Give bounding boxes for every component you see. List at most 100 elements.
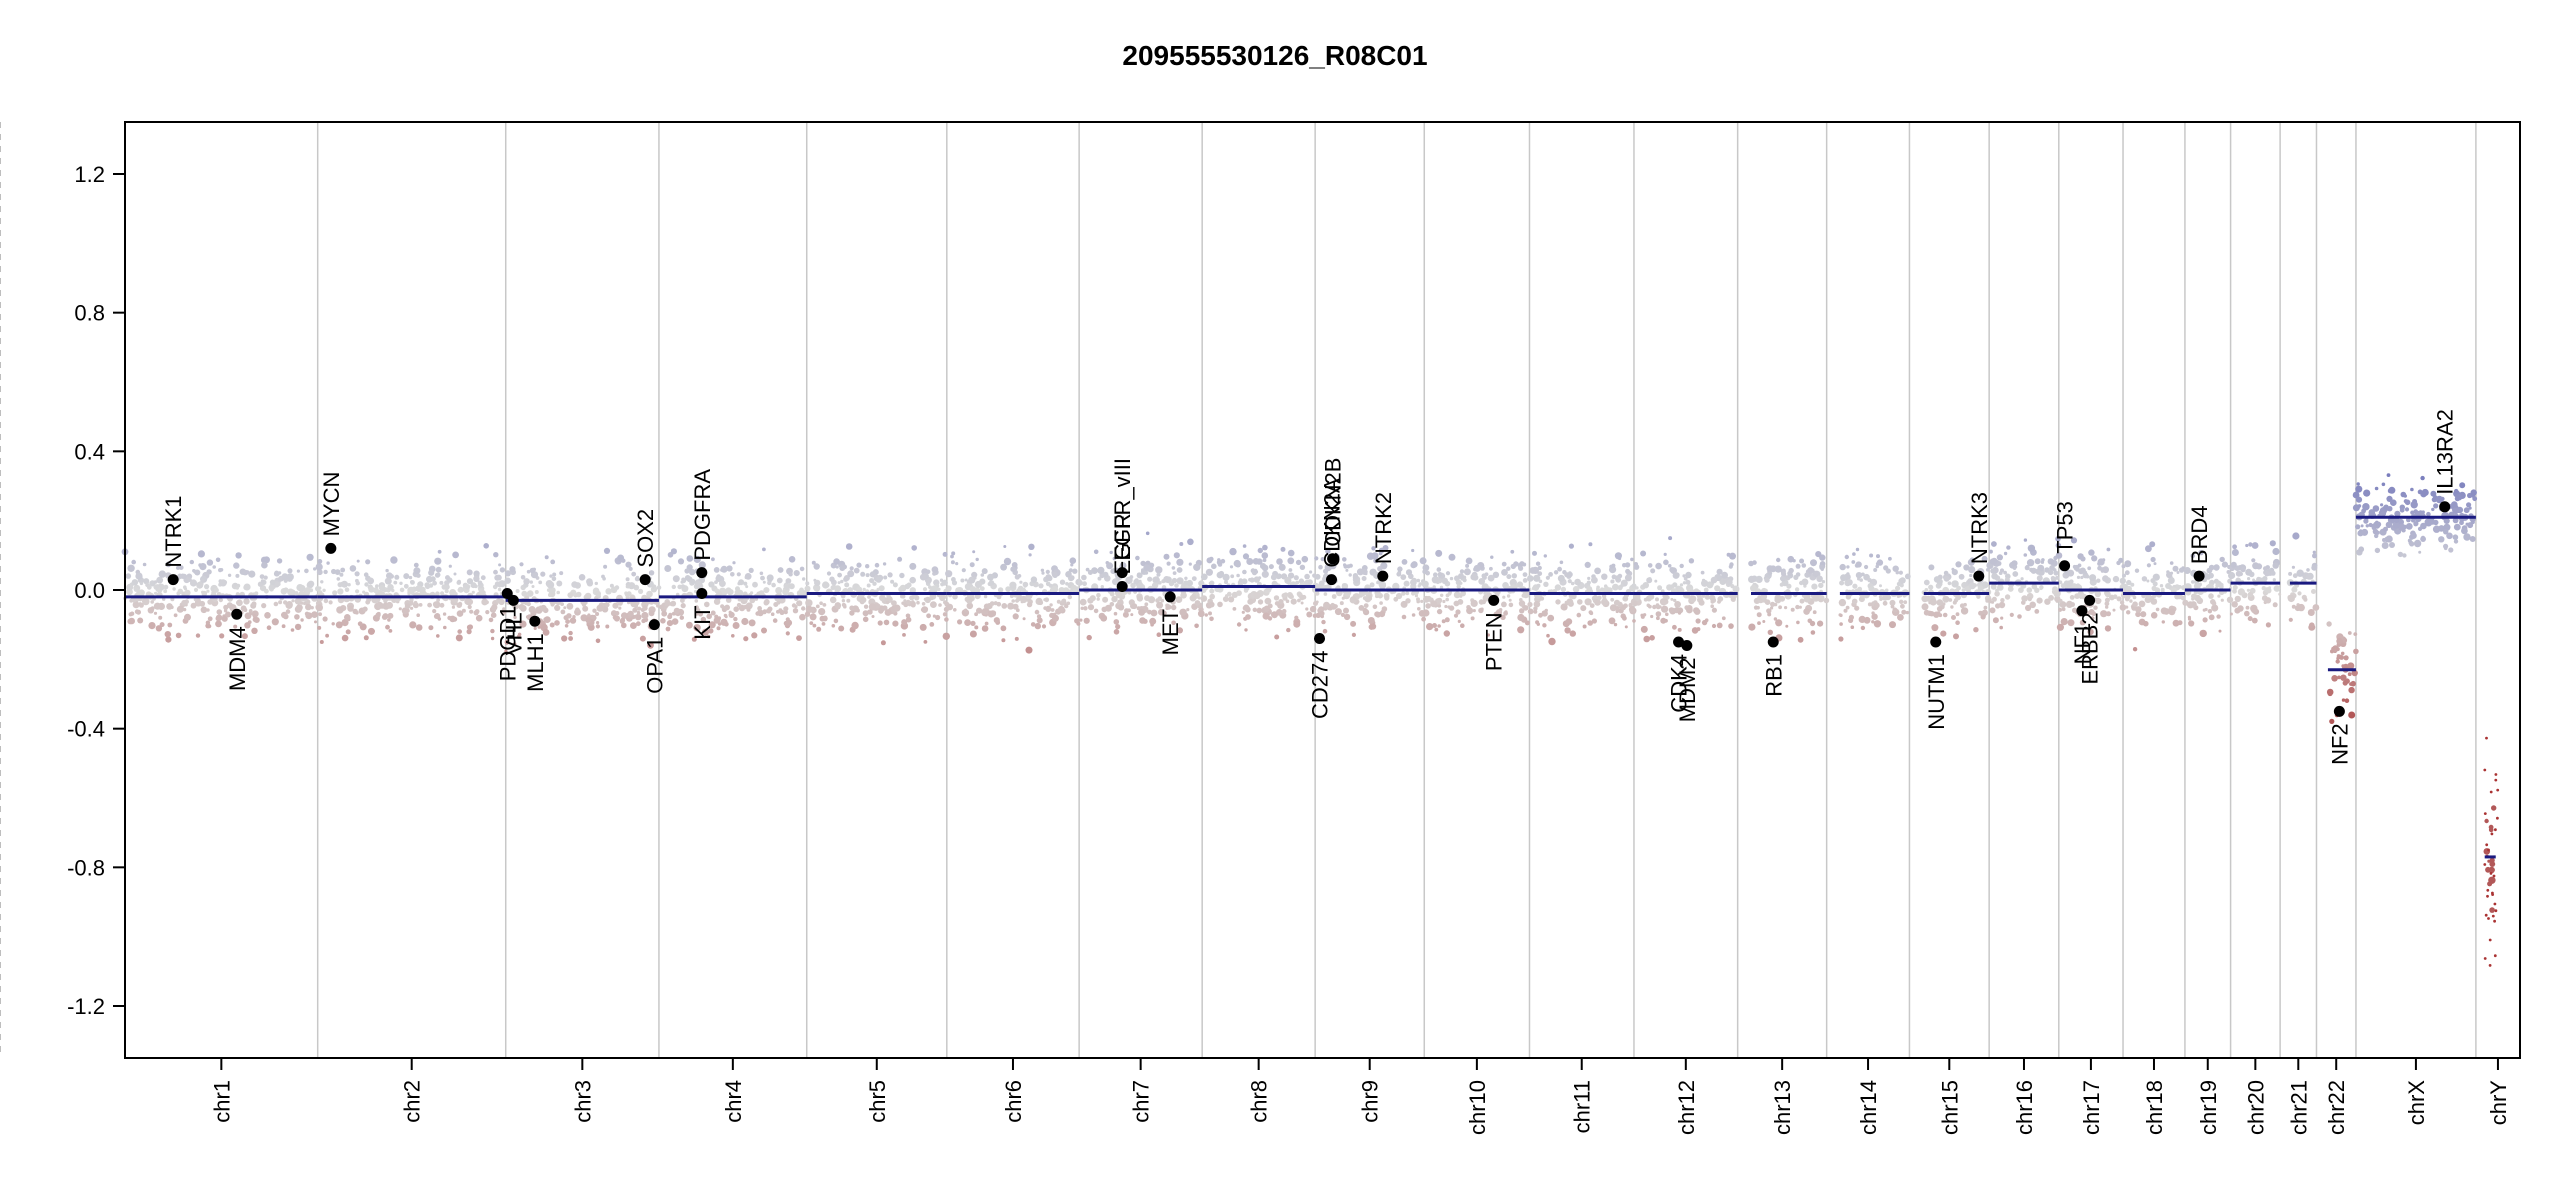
probe-point xyxy=(2141,576,2148,582)
probe-point xyxy=(1991,572,1998,580)
probe-point xyxy=(1502,583,1507,588)
probe-point xyxy=(2273,585,2281,592)
probe-point xyxy=(335,621,343,629)
probe-point xyxy=(964,578,968,582)
probe-point xyxy=(281,573,289,581)
probe-point xyxy=(1374,611,1380,617)
probe-point xyxy=(1416,578,1421,583)
probe-point xyxy=(281,624,286,629)
probe-point xyxy=(2489,861,2496,867)
probe-point xyxy=(1898,570,1903,575)
probe-point xyxy=(470,582,477,589)
probe-point xyxy=(2172,565,2179,572)
probe-point xyxy=(950,560,955,565)
probe-point xyxy=(2226,596,2234,603)
probe-point xyxy=(2143,620,2149,627)
probe-point xyxy=(310,606,314,610)
probe-point xyxy=(341,619,349,627)
probe-point xyxy=(1322,628,1328,634)
probe-point xyxy=(1100,614,1108,622)
probe-point xyxy=(276,558,283,564)
probe-point xyxy=(2097,558,2105,566)
probe-point xyxy=(821,622,826,626)
probe-point xyxy=(2215,583,2220,588)
probe-point xyxy=(862,587,866,592)
probe-point xyxy=(785,619,793,627)
probe-point xyxy=(762,580,766,584)
probe-point xyxy=(2150,598,2158,605)
probe-point xyxy=(1610,597,1615,602)
probe-point xyxy=(2343,655,2349,661)
probe-point xyxy=(2454,488,2459,494)
probe-point xyxy=(1958,573,1965,580)
probe-point xyxy=(1795,563,1801,569)
probe-point xyxy=(646,590,653,598)
probe-point xyxy=(1172,571,1177,575)
probe-point xyxy=(248,570,256,578)
probe-point xyxy=(1753,605,1759,610)
probe-point xyxy=(777,567,784,573)
probe-point xyxy=(1113,619,1120,625)
probe-point xyxy=(2374,486,2379,491)
probe-point xyxy=(937,587,941,591)
probe-point xyxy=(2491,805,2497,811)
probe-point xyxy=(1093,549,1099,555)
probe-point xyxy=(2067,619,2075,627)
x-tick-label: chr8 xyxy=(1247,1080,1272,1123)
probe-point xyxy=(1187,538,1194,546)
probe-point xyxy=(1175,596,1183,603)
probe-point xyxy=(1646,577,1653,584)
probe-point xyxy=(1472,609,1476,613)
probe-point xyxy=(1701,619,1708,626)
probe-point xyxy=(316,569,323,576)
gene-point xyxy=(1327,553,1339,565)
probe-point xyxy=(904,583,911,590)
probe-point xyxy=(757,609,764,617)
probe-point xyxy=(261,603,267,609)
probe-point xyxy=(875,603,881,609)
probe-point xyxy=(540,571,546,577)
probe-point xyxy=(2234,607,2241,614)
probe-point xyxy=(278,600,283,605)
probe-point xyxy=(596,621,600,625)
probe-point xyxy=(594,581,598,586)
probe-point xyxy=(1443,630,1451,637)
y-tick-label: -1.2 xyxy=(67,994,105,1019)
probe-point xyxy=(549,574,553,578)
probe-point xyxy=(1297,598,1301,603)
probe-point xyxy=(776,600,781,605)
gene-label: VHL xyxy=(501,612,526,655)
probe-point xyxy=(375,584,379,588)
probe-point xyxy=(362,606,368,612)
probe-point xyxy=(1846,565,1850,569)
probe-point xyxy=(490,612,497,618)
probe-point xyxy=(1245,614,1251,620)
probe-point xyxy=(1952,600,1957,605)
probe-point xyxy=(181,573,187,580)
probe-point xyxy=(2265,622,2271,628)
probe-point xyxy=(1810,559,1817,567)
probe-point xyxy=(493,552,499,558)
probe-point xyxy=(1873,568,1878,572)
probe-point xyxy=(2380,503,2384,507)
probe-point xyxy=(677,584,682,590)
probe-point xyxy=(386,601,393,609)
probe-point xyxy=(156,576,164,584)
probe-point xyxy=(1371,546,1376,551)
probe-point xyxy=(1961,608,1966,614)
probe-point xyxy=(1784,606,1788,610)
probe-point xyxy=(2135,606,2142,613)
probe-point xyxy=(1216,571,1224,579)
probe-point xyxy=(1140,560,1146,567)
probe-point xyxy=(2058,607,2063,612)
probe-point xyxy=(424,582,430,588)
x-tick-label: chr13 xyxy=(1770,1080,1795,1135)
probe-point xyxy=(1686,606,1693,614)
probe-point xyxy=(390,556,398,564)
probe-point xyxy=(1465,563,1470,568)
probe-point xyxy=(1685,579,1691,585)
probe-point xyxy=(1318,606,1325,613)
probe-point xyxy=(1470,616,1475,621)
probe-point xyxy=(1624,574,1632,582)
